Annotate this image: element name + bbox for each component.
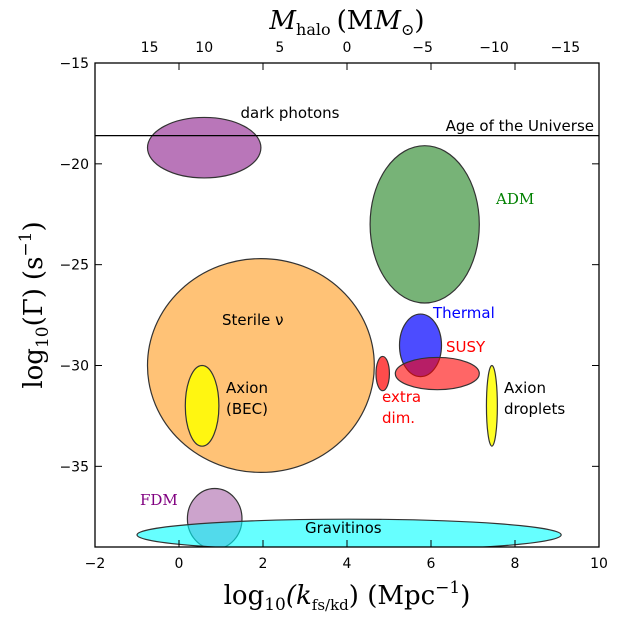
label-sterile: Sterile ν xyxy=(222,311,284,329)
y-axis-ticks: −35 −30 −25 −20 −15 xyxy=(59,56,599,475)
label-adm: ADM xyxy=(495,190,534,208)
top-tick-label: −5 xyxy=(412,40,433,56)
x-tick-label: 0 xyxy=(175,556,184,572)
label-dark-photons: dark photons xyxy=(241,104,340,122)
y-tick-label: −20 xyxy=(59,157,89,173)
region-susy xyxy=(394,356,480,391)
x-tick-label: −2 xyxy=(85,556,106,572)
x-tick-label: 2 xyxy=(259,556,268,572)
y-tick-label: −15 xyxy=(59,56,89,72)
x-tick-label: 4 xyxy=(343,556,352,572)
label-axion-bec-2: (BEC) xyxy=(226,400,268,418)
top-tick-label: −10 xyxy=(479,40,509,56)
region-axion-droplets xyxy=(485,364,498,447)
y-tick-label: −35 xyxy=(59,459,89,475)
region-dark-photons xyxy=(146,116,262,179)
label-fdm: FDM xyxy=(140,491,178,509)
x-tick-label: 8 xyxy=(511,556,520,572)
y-axis-label: log10(Γ)(s−1) xyxy=(16,221,53,388)
top-axis-ticks: 15 10 5 0 −5 −10 −15 xyxy=(141,40,580,56)
region-sterile xyxy=(146,258,375,473)
region-extra-dim xyxy=(375,355,391,392)
top-tick-label: 5 xyxy=(275,40,284,56)
x-axis-label: log10(kfs/kd) (Mpc−1) xyxy=(224,578,471,615)
x-tick-label: 10 xyxy=(590,556,608,572)
label-axion-droplets-2: droplets xyxy=(504,400,565,418)
top-tick-label: 15 xyxy=(141,40,159,56)
x-tick-label: 6 xyxy=(427,556,436,572)
label-age-universe: Age of the Universe xyxy=(446,117,594,135)
region-adm xyxy=(369,145,480,304)
region-gravitinos xyxy=(136,518,562,547)
label-gravitinos: Gravitinos xyxy=(305,519,382,537)
label-thermal: Thermal xyxy=(432,304,495,322)
label-axion-bec-1: Axion xyxy=(226,379,268,397)
label-susy: SUSY xyxy=(446,338,486,356)
label-extra-2: dim. xyxy=(382,409,415,427)
top-tick-label: −15 xyxy=(551,40,581,56)
top-tick-label: 0 xyxy=(343,40,352,56)
x-axis-ticks: −2 0 2 4 6 8 10 xyxy=(85,63,608,572)
y-tick-label: −25 xyxy=(59,258,89,274)
label-axion-droplets-1: Axion xyxy=(504,379,546,397)
region-axion-bec xyxy=(184,364,220,447)
y-tick-label: −30 xyxy=(59,359,89,375)
label-extra-1: extra xyxy=(382,388,421,406)
top-tick-label: 10 xyxy=(195,40,213,56)
top-axis-label: Mhalo (MM⊙) xyxy=(268,6,424,39)
regions-layer xyxy=(136,116,562,547)
